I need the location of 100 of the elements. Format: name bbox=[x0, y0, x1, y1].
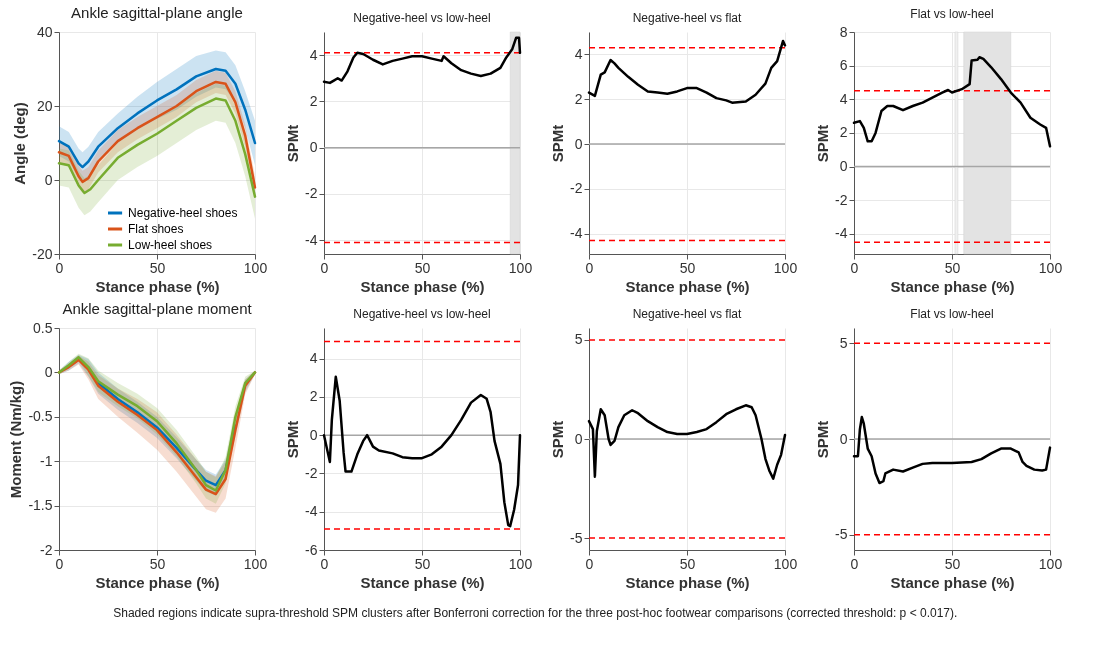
y-tick-label: 5 bbox=[574, 331, 583, 348]
y-tick-label: 4 bbox=[839, 90, 848, 107]
line-series bbox=[57, 80, 257, 189]
chart-title: Flat vs low-heel bbox=[910, 307, 994, 322]
line-series bbox=[587, 404, 787, 480]
y-tick-label: 0 bbox=[839, 430, 848, 447]
x-axis-title: Stance phase (%) bbox=[360, 573, 485, 591]
x-tick-label: 100 bbox=[1038, 555, 1063, 572]
x-tick-label: 0 bbox=[585, 555, 594, 572]
y-tick-label: 4 bbox=[574, 45, 583, 62]
y-axis-title: SPMt bbox=[284, 124, 302, 163]
line-series bbox=[57, 67, 257, 169]
y-tick-label: -20 bbox=[32, 245, 53, 262]
line-series bbox=[852, 55, 1052, 148]
y-tick-label: 20 bbox=[36, 97, 53, 114]
chart-title: Flat vs low-heel bbox=[910, 7, 994, 21]
x-tick-label: 50 bbox=[679, 259, 696, 276]
legend-label: Low-heel shoes bbox=[128, 238, 213, 252]
y-tick-label: -4 bbox=[835, 225, 848, 242]
text: Shaded regions indicate supra-threshold SPM clusters after Bonferroni correction for the three post-hoc footwear comparisons (corrected threshold: p < 0.017). bbox=[113, 606, 958, 620]
y-tick-label: 2 bbox=[839, 124, 848, 141]
y-tick-label: 5 bbox=[839, 334, 848, 351]
y-tick-label: -2 bbox=[570, 180, 583, 197]
x-tick-label: 100 bbox=[508, 555, 533, 572]
y-tick-label: 0 bbox=[44, 363, 53, 380]
x-tick-label: 0 bbox=[850, 555, 859, 572]
chart-title: Negative-heel vs low-heel bbox=[353, 307, 491, 322]
y-tick-label: 2 bbox=[309, 92, 318, 109]
x-tick-label: 0 bbox=[320, 259, 329, 276]
x-tick-label: 0 bbox=[850, 259, 859, 276]
y-tick-label: -5 bbox=[835, 526, 848, 543]
y-tick-label: 0.5 bbox=[33, 319, 53, 336]
y-tick-label: 0 bbox=[574, 135, 583, 152]
y-tick-label: -1.5 bbox=[28, 497, 53, 514]
y-tick-label: -4 bbox=[305, 503, 318, 520]
x-tick-label: 50 bbox=[414, 259, 431, 276]
x-axis-title: Stance phase (%) bbox=[95, 573, 220, 591]
chart-title: Negative-heel vs flat bbox=[632, 307, 743, 322]
x-tick-label: 50 bbox=[149, 259, 166, 276]
chart-title: Negative-heel vs flat bbox=[632, 11, 743, 26]
y-tick-label: 4 bbox=[309, 350, 318, 367]
x-axis-title: Stance phase (%) bbox=[95, 277, 220, 295]
legend-label: Flat shoes bbox=[128, 222, 184, 236]
x-axis-title: Stance phase (%) bbox=[890, 573, 1015, 591]
y-tick-label: 40 bbox=[36, 23, 53, 40]
y-tick-label: 0 bbox=[574, 430, 583, 447]
y-tick-label: 8 bbox=[839, 23, 848, 40]
y-tick-label: 0 bbox=[44, 171, 53, 188]
y-axis-title: SPMt bbox=[549, 124, 567, 163]
y-tick-label: -0.5 bbox=[28, 408, 53, 425]
y-tick-label: -6 bbox=[305, 541, 318, 558]
x-tick-label: 50 bbox=[149, 555, 166, 572]
line-series bbox=[322, 36, 522, 85]
y-tick-label: 4 bbox=[309, 46, 318, 63]
x-tick-label: 0 bbox=[55, 259, 64, 276]
y-tick-label: -5 bbox=[570, 529, 583, 546]
line-series bbox=[852, 415, 1052, 485]
x-tick-label: 100 bbox=[243, 259, 268, 276]
x-tick-label: 100 bbox=[773, 555, 798, 572]
y-tick-label: 0 bbox=[309, 139, 318, 156]
x-axis-title: Stance phase (%) bbox=[890, 277, 1015, 295]
y-tick-label: -2 bbox=[305, 185, 318, 202]
x-tick-label: 100 bbox=[773, 259, 798, 276]
y-tick-label: -2 bbox=[40, 541, 53, 558]
x-tick-label: 0 bbox=[320, 555, 329, 572]
y-tick-label: 2 bbox=[574, 90, 583, 107]
x-tick-label: 0 bbox=[585, 259, 594, 276]
line-series bbox=[587, 39, 787, 104]
chart-title: Ankle sagittal-plane angle bbox=[71, 4, 243, 21]
y-tick-label: 2 bbox=[309, 388, 318, 405]
line-series bbox=[57, 97, 257, 198]
chart-title: Ankle sagittal-plane moment bbox=[62, 300, 253, 317]
x-axis-title: Stance phase (%) bbox=[360, 277, 485, 295]
x-tick-label: 50 bbox=[679, 555, 696, 572]
x-tick-label: 100 bbox=[243, 555, 268, 572]
y-tick-label: -4 bbox=[305, 231, 318, 248]
x-axis-title: Stance phase (%) bbox=[625, 573, 750, 591]
chart-title: Negative-heel vs low-heel bbox=[353, 11, 491, 26]
line-series bbox=[322, 375, 522, 528]
y-tick-label: 0 bbox=[839, 158, 848, 175]
legend-label: Negative-heel shoes bbox=[128, 206, 238, 220]
y-axis-title: SPMt bbox=[814, 420, 832, 459]
y-axis-title: SPMt bbox=[549, 420, 567, 459]
x-tick-label: 50 bbox=[944, 259, 961, 276]
y-tick-label: 6 bbox=[839, 57, 848, 74]
y-axis-title: SPMt bbox=[284, 420, 302, 459]
y-tick-label: -4 bbox=[570, 225, 583, 242]
y-tick-label: -2 bbox=[305, 464, 318, 481]
x-tick-label: 50 bbox=[414, 555, 431, 572]
x-tick-label: 50 bbox=[944, 555, 961, 572]
y-axis-title: SPMt bbox=[814, 124, 832, 163]
y-axis-title: Angle (deg) bbox=[11, 102, 29, 185]
y-tick-label: -1 bbox=[40, 452, 53, 469]
x-tick-label: 0 bbox=[55, 555, 64, 572]
x-axis-title: Stance phase (%) bbox=[625, 277, 750, 295]
y-tick-label: 0 bbox=[309, 426, 318, 443]
y-axis-title: Moment (Nm/kg) bbox=[7, 380, 25, 499]
y-tick-label: -2 bbox=[835, 191, 848, 208]
x-tick-label: 100 bbox=[1038, 259, 1063, 276]
x-tick-label: 100 bbox=[508, 259, 533, 276]
